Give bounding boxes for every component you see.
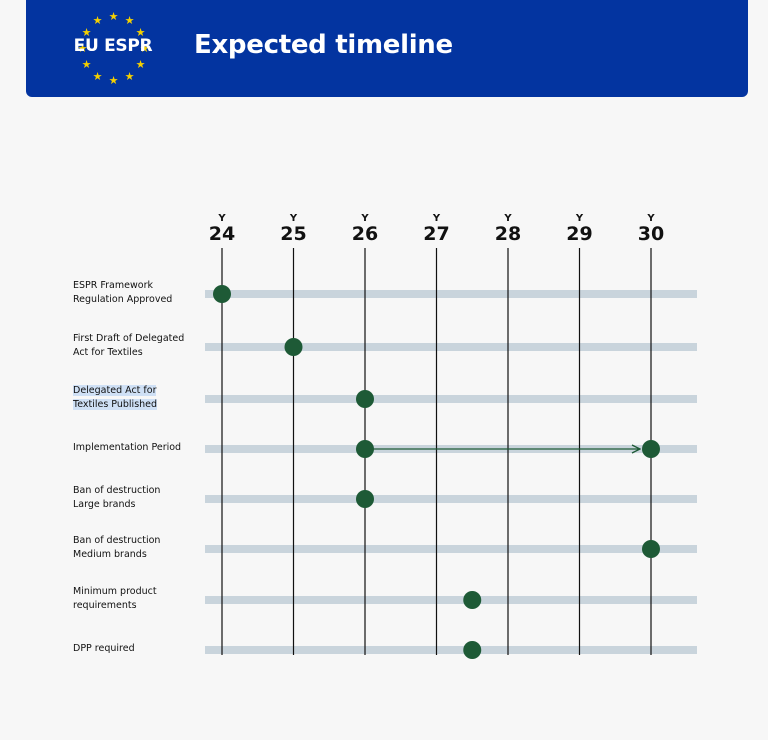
row-label-line: Medium brands <box>73 549 147 560</box>
row-label-line: Ban of destruction <box>73 485 161 496</box>
timeline-track <box>205 290 697 298</box>
star-icon: ★ <box>124 14 135 27</box>
row-label-line: Regulation Approved <box>73 294 173 305</box>
timeline-end-dot <box>642 440 660 458</box>
row-label-line: Textiles Published <box>73 399 158 410</box>
year-tick-label: 25 <box>280 223 306 245</box>
year-prefix-label: Y <box>217 213 226 224</box>
star-icon: ★ <box>81 58 92 71</box>
timeline-dot <box>642 540 660 558</box>
row-label-line: Implementation Period <box>73 442 182 453</box>
timeline-dot <box>463 591 482 609</box>
eu-espr-logo: ★ ★ ★ ★ ★ ★ ★ ★ ★ ★ ★ ★ EU ESPR <box>72 8 154 88</box>
star-icon: ★ <box>92 70 103 83</box>
timeline-dot <box>356 390 374 408</box>
row-label-line: requirements <box>73 600 137 611</box>
star-icon: ★ <box>139 42 150 55</box>
star-icon: ★ <box>135 26 146 39</box>
star-icon: ★ <box>77 42 88 55</box>
timeline-track <box>205 343 697 351</box>
timeline-track <box>205 495 697 503</box>
timeline-dot <box>284 338 303 356</box>
year-tick-label: 29 <box>566 223 592 245</box>
row-label: DPP required <box>73 642 203 656</box>
year-prefix-label: Y <box>646 213 655 224</box>
timeline-track <box>205 596 697 604</box>
row-label: Delegated Act for Textiles Published <box>73 384 203 412</box>
star-icon: ★ <box>92 14 103 27</box>
year-tick-label: 28 <box>495 223 521 245</box>
row-label: First Draft of Delegated Act for Textiles <box>73 332 203 360</box>
row-label: Implementation Period <box>73 441 203 455</box>
row-label: Minimum product requirements <box>73 585 203 613</box>
row-label-line: Act for Textiles <box>73 347 143 358</box>
year-tick-label: 30 <box>638 223 664 245</box>
row-label-line: First Draft of Delegated <box>73 333 185 344</box>
timeline-track <box>205 395 697 403</box>
year-prefix-label: Y <box>575 213 584 224</box>
star-icon: ★ <box>81 26 92 39</box>
year-tick-label: 24 <box>209 223 235 245</box>
row-label: ESPR Framework Regulation Approved <box>73 279 203 307</box>
row-label-line: ESPR Framework <box>73 280 153 291</box>
year-prefix-label: Y <box>360 213 369 224</box>
row-label-line: DPP required <box>73 643 135 654</box>
logo-text: EU ESPR <box>73 36 153 56</box>
star-icon: ★ <box>108 74 119 87</box>
year-prefix-label: Y <box>432 213 441 224</box>
row-label-line: Ban of destruction <box>73 535 161 546</box>
row-label-line: Large brands <box>73 499 136 510</box>
timeline-dot <box>463 641 482 659</box>
row-label: Ban of destruction Medium brands <box>73 534 203 562</box>
header-banner: ★ ★ ★ ★ ★ ★ ★ ★ ★ ★ ★ ★ EU ESPR Expected… <box>26 0 748 97</box>
timeline-track <box>205 646 697 654</box>
timeline-track <box>205 545 697 553</box>
row-label-line: Minimum product <box>73 586 157 597</box>
year-prefix-label: Y <box>503 213 512 224</box>
row-label: Ban of destruction Large brands <box>73 484 203 512</box>
timeline-dot <box>213 285 231 303</box>
year-tick-label: 27 <box>423 223 449 245</box>
timeline-dot <box>356 440 374 458</box>
page-title: Expected timeline <box>194 30 453 60</box>
year-tick-label: 26 <box>352 223 378 245</box>
row-label-line: Delegated Act for <box>73 385 157 396</box>
star-icon: ★ <box>124 70 135 83</box>
star-icon: ★ <box>135 58 146 71</box>
year-prefix-label: Y <box>289 213 298 224</box>
timeline-dot <box>356 490 374 508</box>
star-icon: ★ <box>108 10 119 23</box>
